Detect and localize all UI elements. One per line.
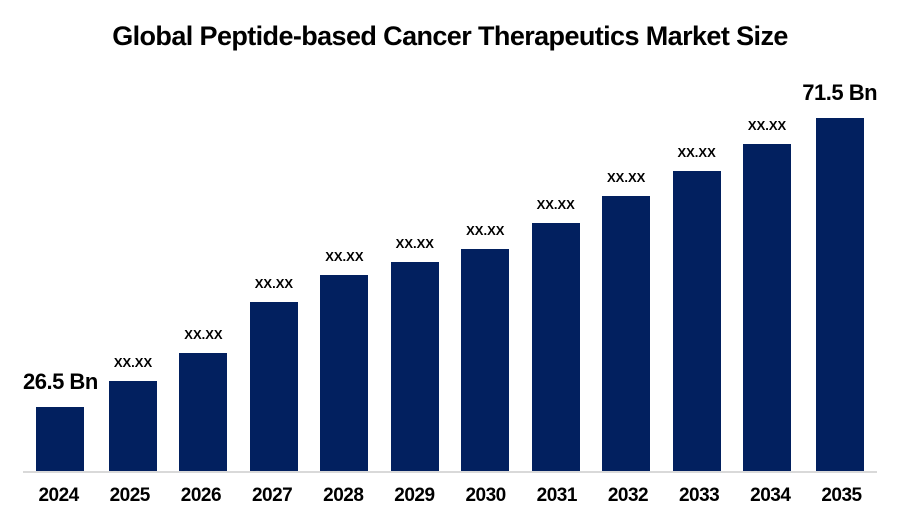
bar-2031 [531, 223, 580, 471]
plot-area: 26.5 Bn XX.XX XX.XX XX.XX XX.XX XX.XX XX.XX XX.… [23, 0, 878, 473]
x-tick-2035: 2035 [821, 485, 862, 506]
x-tick-2030: 2030 [465, 485, 506, 506]
bar-2034 [743, 144, 792, 471]
bar-2032 [602, 196, 651, 471]
x-tick-2025: 2025 [109, 485, 151, 506]
bar-2035 [815, 118, 864, 471]
x-tick-2031: 2031 [536, 485, 578, 506]
bar-value-label-2024: 26.5 Bn [23, 368, 98, 394]
x-axis-labels: 2024 2025 2026 2027 2028 2029 2030 2031 2032 2033… [23, 485, 877, 507]
x-tick-2029: 2029 [394, 485, 435, 506]
bar-value-label-2026: XX.XX [184, 326, 223, 342]
x-tick-2032: 2032 [607, 485, 649, 506]
bar-column-2032: XX.XX [591, 169, 661, 471]
bar-column-2027: XX.XX [239, 275, 309, 471]
bar-value-label-2031: XX.XX [536, 196, 575, 212]
bar-2030 [461, 249, 510, 471]
bar-column-2025: XX.XX [98, 354, 168, 471]
bar-value-label-2029: XX.XX [395, 235, 434, 251]
bar-value-label-2033: XX.XX [677, 144, 716, 160]
bar-value-label-2034: XX.XX [747, 117, 787, 133]
bar-2026 [179, 353, 228, 471]
x-tick-2026: 2026 [180, 485, 222, 506]
x-tick-2028: 2028 [323, 485, 364, 506]
chart-title: Global Peptide-based Cancer Therapeutics… [112, 21, 788, 51]
bar-value-label-2030: XX.XX [466, 222, 505, 238]
bar-value-label-2032: XX.XX [607, 169, 646, 185]
bar-column-2033: XX.XX [661, 144, 731, 471]
bar-value-label-2028: XX.XX [325, 248, 364, 264]
bar-column-2029: XX.XX [380, 235, 450, 471]
x-tick-2033: 2033 [678, 485, 720, 506]
bar-2025 [108, 381, 157, 471]
bar-2029 [390, 262, 439, 471]
bar-column-2031: XX.XX [520, 196, 590, 471]
bar-column-2026: XX.XX [168, 326, 238, 471]
bar-value-label-2035: 71.5 Bn [802, 79, 878, 105]
bar-column-2034: XX.XX [732, 117, 802, 471]
bar-2028 [320, 275, 369, 471]
bar-column-2028: XX.XX [309, 248, 379, 471]
bar-2024 [36, 407, 85, 471]
bar-value-label-2027: XX.XX [254, 275, 294, 291]
bar-2033 [672, 171, 721, 471]
bar-2027 [249, 302, 298, 471]
bar-column-2030: XX.XX [450, 222, 520, 471]
bar-column-2024: 26.5 Bn [23, 368, 98, 471]
x-tick-2034: 2034 [750, 485, 791, 506]
x-tick-2027: 2027 [251, 485, 293, 506]
bar-value-label-2025: XX.XX [113, 354, 153, 370]
bar-column-2035: 71.5 Bn [802, 79, 878, 471]
x-tick-2024: 2024 [38, 485, 79, 506]
